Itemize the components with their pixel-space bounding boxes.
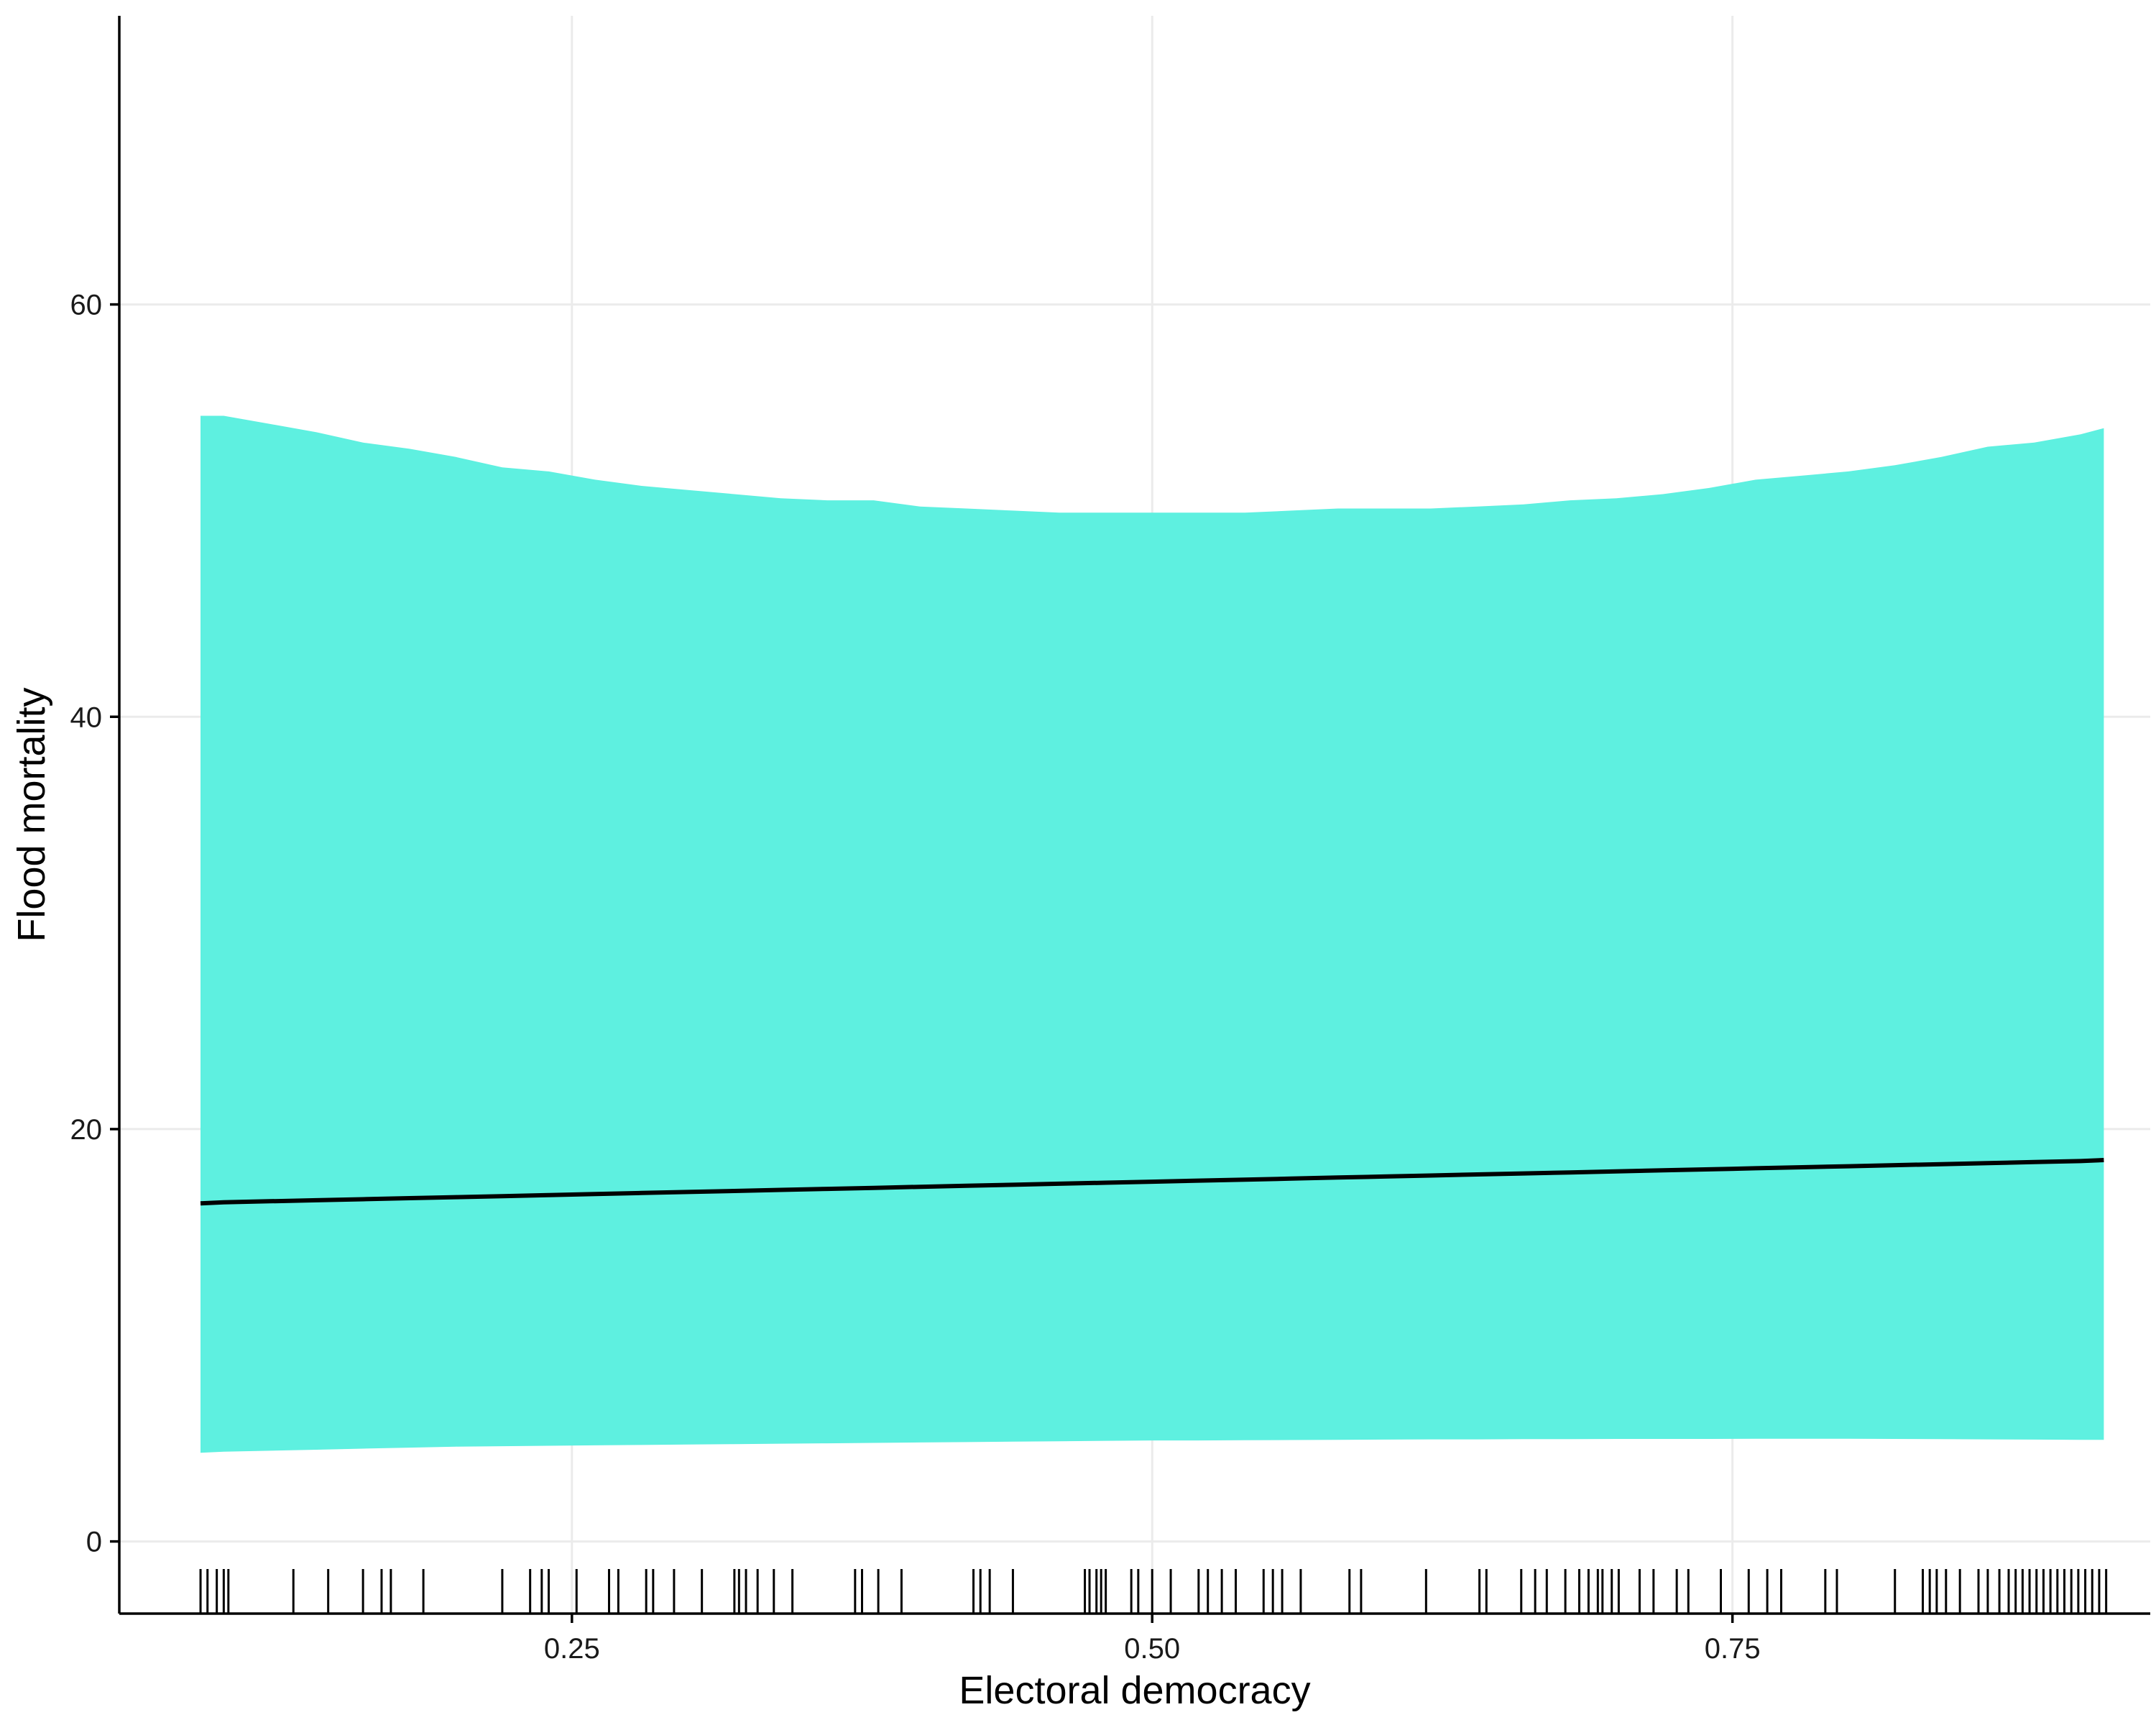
- y-tick-label: 40: [70, 702, 103, 733]
- x-tick-label: 0.75: [1705, 1633, 1761, 1665]
- confidence-band: [201, 415, 2104, 1453]
- x-tick-label: 0.25: [544, 1633, 600, 1665]
- x-tick-label: 0.50: [1124, 1633, 1180, 1665]
- x-axis-title: Electoral democracy: [959, 1669, 1310, 1712]
- y-axis-ticks: 0 20 40 60: [70, 290, 119, 1558]
- y-tick-label: 60: [70, 290, 103, 321]
- y-tick-label: 0: [86, 1527, 102, 1558]
- rug-marks: [199, 1569, 2108, 1614]
- y-axis-title: Flood mortality: [10, 687, 53, 942]
- y-tick-label: 20: [70, 1114, 103, 1146]
- x-axis-ticks: 0.25 0.50 0.75: [544, 1614, 1761, 1665]
- prediction-line: [200, 1158, 2104, 1206]
